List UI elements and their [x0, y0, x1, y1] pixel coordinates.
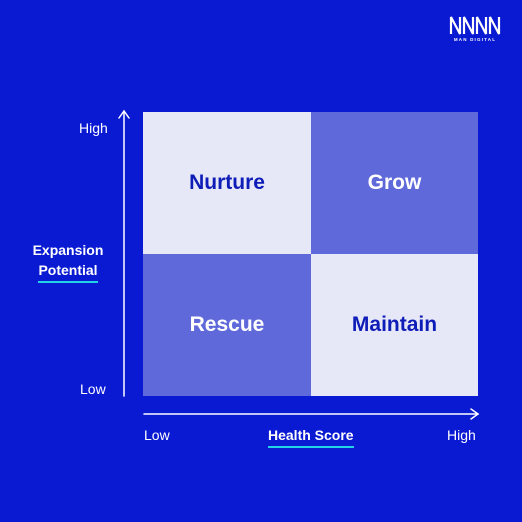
brand-logo: MAN DIGITAL [449, 15, 501, 45]
logo-wordmark: MAN DIGITAL [453, 37, 497, 42]
x-axis-arrowhead [470, 408, 480, 420]
y-axis-title-line1: Expansion [32, 242, 104, 258]
y-axis-low-label: Low [80, 381, 106, 397]
man-digital-logo-icon [449, 16, 501, 35]
y-axis-arrowhead [118, 109, 130, 119]
y-axis-title: Expansion Potential [30, 240, 106, 283]
x-axis-title: Health Score [268, 427, 354, 448]
x-axis-high-label: High [447, 427, 476, 443]
quadrant-matrix: Nurture Grow Rescue Maintain [143, 112, 478, 396]
y-axis-high-label: High [79, 120, 108, 136]
y-axis-title-line2: Potential [38, 260, 98, 283]
quadrant-maintain: Maintain [311, 254, 478, 396]
quadrant-grow: Grow [311, 112, 478, 254]
quadrant-rescue: Rescue [143, 254, 311, 396]
quadrant-nurture: Nurture [143, 112, 311, 254]
x-axis-low-label: Low [144, 427, 170, 443]
